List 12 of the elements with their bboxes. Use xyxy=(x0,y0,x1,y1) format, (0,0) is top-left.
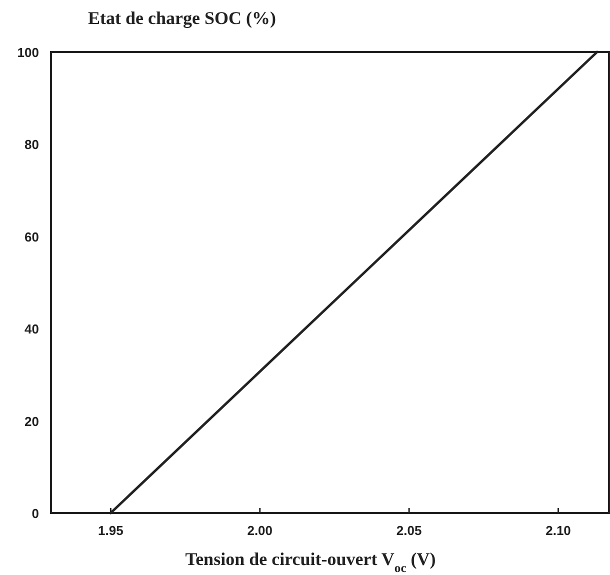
y-tick-label: 80 xyxy=(24,137,39,152)
x-axis-title: Tension de circuit-ouvert V$_{oc}$ (V) xyxy=(185,549,436,575)
y-tick-label: 60 xyxy=(24,229,39,244)
y-tick-label: 20 xyxy=(24,414,39,429)
x-tick-label: 2.05 xyxy=(396,523,422,538)
y-tick-label: 40 xyxy=(24,322,39,337)
y-tick-label: 100 xyxy=(17,45,39,60)
y-axis-title: Etat de charge SOC (%) xyxy=(88,8,276,28)
x-tick-label: 2.00 xyxy=(247,523,273,538)
x-tick-label: 2.10 xyxy=(546,523,571,538)
x-tick-label: 1.95 xyxy=(98,523,124,538)
y-tick-label: 0 xyxy=(32,506,39,521)
